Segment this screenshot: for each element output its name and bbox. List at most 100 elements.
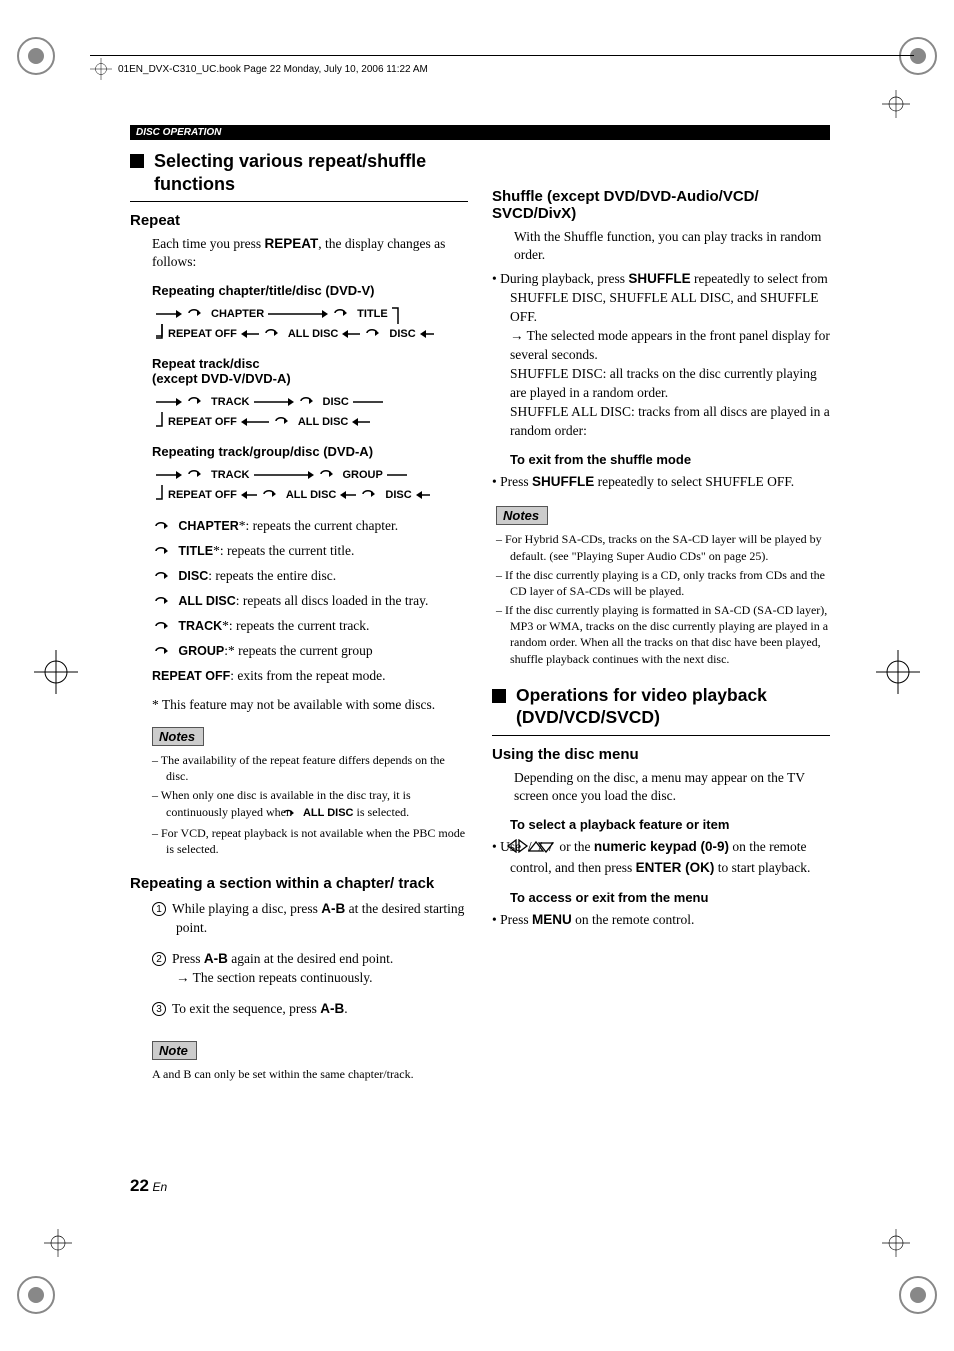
corner-icon xyxy=(156,412,164,432)
lbl: REPEAT OFF xyxy=(168,328,237,340)
lbl: CHAPTER xyxy=(211,308,264,320)
h2-ops-title: Operations for video playback (DVD/VCD/S… xyxy=(516,685,830,729)
t: or the xyxy=(559,839,594,854)
loop-icon xyxy=(332,307,350,322)
lbl: REPEAT OFF xyxy=(168,416,237,428)
t: To exit the sequence, press xyxy=(172,1001,320,1016)
note-item: For VCD, repeat playback is not availabl… xyxy=(152,825,468,857)
repeat-intro: Each time you press REPEAT, the display … xyxy=(152,235,468,271)
t: SHUFFLE DISC: all tracks on the disc cur… xyxy=(510,365,830,403)
line-icon xyxy=(387,469,407,481)
key: numeric keypad (0-9) xyxy=(594,839,729,854)
note-item: If the disc currently playing is a CD, o… xyxy=(496,567,830,599)
loop-icon xyxy=(186,307,204,322)
loop-icon xyxy=(152,542,172,565)
arrow-left-icon xyxy=(241,416,269,428)
shuffle-bullets: During playback, press SHUFFLE repeatedl… xyxy=(492,270,830,440)
bullet-item: Press SHUFFLE repeatedly to select SHUFF… xyxy=(492,473,830,492)
arrow-left-icon xyxy=(352,416,370,428)
lbl: REPEAT OFF xyxy=(152,669,230,683)
t: → The selected mode appears in the front… xyxy=(510,327,830,365)
notes-list-1: The availability of the repeat feature d… xyxy=(152,752,468,857)
crosshair-header-right xyxy=(882,90,910,122)
notes-tag: Notes xyxy=(496,506,548,525)
exit-shuffle-bullets: Press SHUFFLE repeatedly to select SHUFF… xyxy=(492,473,830,492)
note-item: For Hybrid SA-CDs, tracks on the SA-CD l… xyxy=(496,531,830,563)
reg-mark-br xyxy=(897,1274,939,1316)
t: While playing a disc, press xyxy=(172,901,321,916)
lbl: TRACK xyxy=(211,396,250,408)
lbl: ALL DISC xyxy=(288,328,339,340)
key: MENU xyxy=(532,912,572,927)
notes-list-2: For Hybrid SA-CDs, tracks on the SA-CD l… xyxy=(496,531,830,667)
mode-list: CHAPTER*: repeats the current chapter. T… xyxy=(152,515,468,717)
t: . xyxy=(344,1001,347,1016)
arrow-right-icon xyxy=(254,396,294,408)
crosshair-left xyxy=(34,650,78,698)
h4-select: To select a playback feature or item xyxy=(510,817,830,832)
t: Press xyxy=(500,474,532,489)
section-bar: DISC OPERATION xyxy=(130,125,830,140)
key: ENTER (OK) xyxy=(636,860,715,875)
bullet-item: During playback, press SHUFFLE repeatedl… xyxy=(492,270,830,440)
lbl: DISC xyxy=(385,489,411,501)
page-lang: En xyxy=(153,1180,168,1194)
bullet-item: Use / / / or the numeric keypad (0-9) on… xyxy=(492,838,830,878)
shuffle-intro: With the Shuffle function, you can play … xyxy=(514,228,830,264)
diag2-title2: (except DVD-V/DVD-A) xyxy=(152,371,468,386)
left-column: Selecting various repeat/shuffle functio… xyxy=(130,150,468,1088)
loop-icon xyxy=(295,806,297,822)
diagram-2: TRACK DISC REPEAT OFF ALL DISC xyxy=(156,392,468,432)
diag2-title: Repeat track/disc xyxy=(152,356,468,371)
arrow-right-icon xyxy=(156,396,182,408)
arrow-left-icon xyxy=(420,328,434,340)
lbl: ALL DISC xyxy=(178,594,235,608)
t: Press xyxy=(172,951,204,966)
h3-disc-menu: Using the disc menu xyxy=(492,746,830,763)
key: SHUFFLE xyxy=(628,271,690,286)
lbl: GROUP xyxy=(343,469,383,481)
crosshair-footer-left xyxy=(44,1229,72,1261)
footnote: * This feature may not be available with… xyxy=(152,694,468,717)
loop-icon xyxy=(273,415,291,430)
t: *: repeats the current chapter. xyxy=(239,518,398,533)
t: SHUFFLE ALL DISC: tracks from all discs … xyxy=(510,403,830,441)
loop-icon xyxy=(263,327,281,342)
t: again at the desired end point. xyxy=(228,951,393,966)
arrow-right-icon xyxy=(254,469,314,481)
lbl: TITLE xyxy=(178,544,213,558)
loop-icon xyxy=(152,617,172,640)
step-num-icon: 3 xyxy=(152,1002,166,1016)
ab-steps: 1While playing a disc, press A-B at the … xyxy=(152,900,468,1018)
step-1: 1While playing a disc, press A-B at the … xyxy=(152,900,468,938)
t: : repeats all discs loaded in the tray. xyxy=(236,593,429,608)
crosshair-header-icon xyxy=(90,58,112,80)
key: A-B xyxy=(320,1001,344,1016)
loop-icon xyxy=(360,488,378,503)
line-icon xyxy=(353,396,383,408)
reg-mark-tl xyxy=(15,35,57,77)
bullet-item: Press MENU on the remote control. xyxy=(492,911,830,930)
corner-icon xyxy=(392,304,400,324)
step-2: 2Press A-B again at the desired end poin… xyxy=(152,950,468,988)
corner-icon xyxy=(156,324,164,344)
lbl: TRACK xyxy=(178,619,222,633)
t: *: repeats the current track. xyxy=(222,618,369,633)
disc-menu-p: Depending on the disc, a menu may appear… xyxy=(514,769,830,805)
loop-icon xyxy=(186,395,204,410)
lbl: DISC xyxy=(178,569,208,583)
arrow-left-icon xyxy=(241,328,259,340)
diagram-1: CHAPTER TITLE REPEAT OFF ALL DISC DISC xyxy=(156,304,468,344)
h2-bullet-icon xyxy=(492,689,506,703)
lbl: REPEAT OFF xyxy=(168,489,237,501)
h2-shuffle-title: Selecting various repeat/shuffle functio… xyxy=(154,150,468,195)
reg-mark-bl xyxy=(15,1274,57,1316)
lbl: TRACK xyxy=(211,469,250,481)
loop-icon xyxy=(152,567,172,590)
step-num-icon: 2 xyxy=(152,952,166,966)
ab-note: A and B can only be set within the same … xyxy=(152,1066,468,1082)
arrow-left-icon xyxy=(416,489,430,501)
h4-access: To access or exit from the menu xyxy=(510,890,830,905)
key: A-B xyxy=(321,901,345,916)
t: is selected. xyxy=(354,805,410,819)
